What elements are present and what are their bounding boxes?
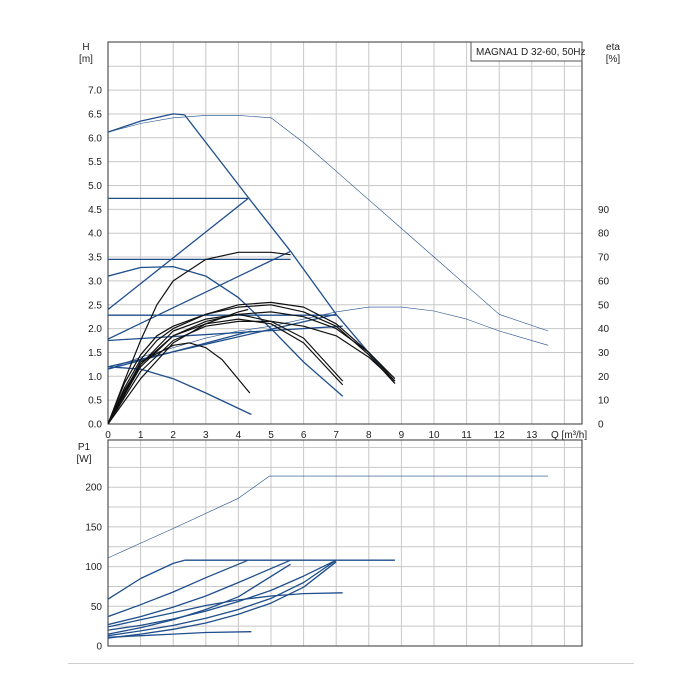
power-curve-line	[108, 559, 337, 637]
chart-title: MAGNA1 D 32-60, 50Hz	[476, 47, 586, 58]
x-tick-label: 4	[236, 430, 242, 441]
y-tick-label: 100	[85, 562, 102, 573]
y-tick-label: 50	[91, 602, 103, 613]
power-curve-line	[108, 559, 249, 618]
x-axis-label: Q [m³/h]	[551, 430, 587, 441]
x-tick-label: 3	[203, 430, 209, 441]
power-curve-panel: 0 50 100 150 200 P1[W]	[77, 439, 583, 653]
x-tick-label: 7	[333, 430, 339, 441]
head-curve-line	[108, 265, 344, 397]
y-tick-label: 2.5	[88, 300, 102, 311]
y-right-tick-label: 0	[598, 420, 604, 431]
power-curve-line	[108, 559, 337, 631]
y-tick-label: 0.0	[88, 420, 102, 431]
y-right-tick-label: 40	[598, 324, 610, 335]
y-axis-label-unit: [W]	[77, 454, 92, 465]
head-curve-line	[108, 304, 396, 424]
head-curve-line	[108, 342, 251, 424]
head-curve-line	[108, 318, 344, 424]
y-right-axis-label-name: eta	[606, 42, 620, 53]
x-tick-label: 11	[461, 430, 472, 441]
y-tick-label: 0	[96, 642, 102, 653]
x-tick-label: 13	[526, 430, 538, 441]
y-right-tick-label: 90	[598, 205, 610, 216]
y-right-tick-label: 10	[598, 396, 610, 407]
head-curve-line	[184, 114, 396, 384]
head-curve-line	[108, 313, 344, 424]
y-tick-label: 4.5	[88, 205, 102, 216]
head-curve-line	[108, 197, 249, 311]
x-tick-label: 2	[170, 430, 176, 441]
y-tick-label: 3.5	[88, 253, 102, 264]
y-right-tick-label: 20	[598, 372, 610, 383]
head-series-group	[108, 113, 549, 424]
y-tick-label: 5.0	[88, 181, 102, 192]
y-tick-label: 5.5	[88, 157, 102, 168]
head-curve-line	[108, 115, 549, 332]
y-tick-label: 1.5	[88, 348, 102, 359]
x-tick-label: 8	[366, 430, 372, 441]
y-tick-label: 6.0	[88, 133, 102, 144]
y-tick-label: 2.0	[88, 324, 102, 335]
y-right-tick-label: 80	[598, 229, 610, 240]
power-curve-line	[108, 592, 343, 628]
y-right-tick-label: 30	[598, 348, 610, 359]
y-right-tick-label: 60	[598, 276, 610, 287]
x-tick-label: 0	[105, 430, 111, 441]
power-curve-line	[108, 559, 291, 626]
power-curve-line	[108, 475, 549, 559]
y-tick-label: 7.0	[88, 86, 102, 97]
x-tick-label: 6	[301, 430, 307, 441]
plot-frame	[107, 439, 583, 647]
y-right-tick-label: 50	[598, 300, 610, 311]
head-curve-line	[108, 250, 291, 340]
plot-frame	[107, 41, 583, 425]
power-series-group	[108, 475, 549, 639]
y-axis-label-name: H	[82, 42, 89, 53]
y-tick-label: 3.0	[88, 276, 102, 287]
footer-divider	[68, 663, 634, 664]
y-tick-label: 200	[85, 483, 102, 494]
y-axis-label-unit: [m]	[79, 54, 93, 65]
y-tick-label: 150	[85, 522, 102, 533]
x-tick-label: 9	[399, 430, 405, 441]
power-curve-line	[108, 559, 185, 600]
y-tick-label: 4.0	[88, 229, 102, 240]
power-curve-line	[108, 631, 252, 638]
power-curve-line	[108, 561, 337, 639]
head-curve-line	[108, 308, 249, 424]
y-axis-label-name: P1	[78, 442, 91, 453]
head-curve-line	[108, 251, 291, 424]
head-curve-panel: 0 1 2 3 4 5 6 7 8 9 10 11 12 130.00.51.01.52.02.53.03…	[79, 41, 621, 441]
y-tick-label: 0.5	[88, 396, 102, 407]
x-tick-label: 5	[268, 430, 274, 441]
head-curve-line	[108, 301, 396, 424]
title-box	[470, 41, 583, 62]
x-tick-label: 12	[494, 430, 506, 441]
y-right-tick-label: 70	[598, 253, 610, 264]
head-curve-line	[108, 325, 343, 342]
x-tick-label: 10	[428, 430, 440, 441]
power-curve-line	[108, 563, 291, 635]
y-tick-label: 6.5	[88, 109, 102, 120]
y-tick-label: 1.0	[88, 372, 102, 383]
x-tick-label: 1	[138, 430, 144, 441]
y-right-axis-label-unit: [%]	[606, 54, 621, 65]
head-curve-line	[108, 113, 185, 133]
